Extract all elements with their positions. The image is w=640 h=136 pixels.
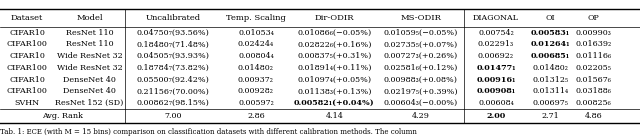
Text: 0.01116₆: 0.01116₆ <box>575 52 612 60</box>
Text: 0.01311₄: 0.01311₄ <box>532 87 568 95</box>
Text: 0.01059₅(−0.05%): 0.01059₅(−0.05%) <box>383 29 458 37</box>
Text: 0.18784₇(73.82%): 0.18784₇(73.82%) <box>136 64 209 72</box>
Text: 0.00990₃: 0.00990₃ <box>575 29 612 37</box>
Text: 0.00582₁(+0.04%): 0.00582₁(+0.04%) <box>294 99 374 107</box>
Text: 0.01477₁: 0.01477₁ <box>476 64 516 72</box>
Text: 4.86: 4.86 <box>585 112 602 120</box>
Text: 0.02197₅(+0.39%): 0.02197₅(+0.39%) <box>383 87 458 95</box>
Text: 0.00837₅(+0.31%): 0.00837₅(+0.31%) <box>297 52 372 60</box>
Text: Temp. Scaling: Temp. Scaling <box>226 14 286 22</box>
Text: Dataset: Dataset <box>11 14 44 22</box>
Text: 0.02291₃: 0.02291₃ <box>478 40 514 48</box>
Text: DIAGONAL: DIAGONAL <box>473 14 519 22</box>
Text: 0.00937₂: 0.00937₂ <box>238 76 274 84</box>
Text: CIFAR100: CIFAR100 <box>7 87 47 95</box>
Text: 0.00804₄: 0.00804₄ <box>238 52 274 60</box>
Text: 0.00727₃(+0.26%): 0.00727₃(+0.26%) <box>383 52 458 60</box>
Text: DenseNet 40: DenseNet 40 <box>63 87 116 95</box>
Text: 4.29: 4.29 <box>412 112 429 120</box>
Text: 0.02822₆(+0.16%): 0.02822₆(+0.16%) <box>297 40 372 48</box>
Text: 0.04505₇(93.93%): 0.04505₇(93.93%) <box>136 52 209 60</box>
Text: 0.01097₄(+0.05%): 0.01097₄(+0.05%) <box>298 76 371 84</box>
Text: 0.01138₃(+0.13%): 0.01138₃(+0.13%) <box>297 87 372 95</box>
Text: OP: OP <box>588 14 600 22</box>
Text: 0.21156₇(70.00%): 0.21156₇(70.00%) <box>136 87 209 95</box>
Text: Wide ResNet 32: Wide ResNet 32 <box>57 64 122 72</box>
Text: 0.01639₂: 0.01639₂ <box>575 40 612 48</box>
Text: 0.00862₇(98.15%): 0.00862₇(98.15%) <box>136 99 209 107</box>
Text: 0.01891₄(+0.11%): 0.01891₄(+0.11%) <box>297 64 372 72</box>
Text: 0.00685₁: 0.00685₁ <box>531 52 570 60</box>
Text: 0.00697₅: 0.00697₅ <box>532 99 568 107</box>
Text: 0.00988₃(+0.08%): 0.00988₃(+0.08%) <box>384 76 458 84</box>
Text: ResNet 152 (SD): ResNet 152 (SD) <box>56 99 124 107</box>
Text: 0.01312₅: 0.01312₅ <box>532 76 568 84</box>
Text: 0.01086₆(−0.05%): 0.01086₆(−0.05%) <box>297 29 372 37</box>
Text: 0.00583₁: 0.00583₁ <box>531 29 570 37</box>
Text: 0.00928₂: 0.00928₂ <box>238 87 274 95</box>
Text: 0.02205₅: 0.02205₅ <box>575 64 612 72</box>
Text: 0.01480₂: 0.01480₂ <box>532 64 568 72</box>
Text: CIFAR100: CIFAR100 <box>7 40 47 48</box>
Text: SVHN: SVHN <box>15 99 40 107</box>
Text: Dir-ODIR: Dir-ODIR <box>315 14 354 22</box>
Text: 4.14: 4.14 <box>326 112 343 120</box>
Text: 0.00754₂: 0.00754₂ <box>478 29 514 37</box>
Text: 0.02581₆(+0.12%): 0.02581₆(+0.12%) <box>383 64 458 72</box>
Text: 2.00: 2.00 <box>486 112 506 120</box>
Text: 0.00908₁: 0.00908₁ <box>476 87 516 95</box>
Text: 0.00604₃(−0.00%): 0.00604₃(−0.00%) <box>383 99 458 107</box>
Text: 0.03188₆: 0.03188₆ <box>575 87 612 95</box>
Text: 2.71: 2.71 <box>541 112 559 120</box>
Text: CIFAR10: CIFAR10 <box>9 76 45 84</box>
Text: 0.00825₆: 0.00825₆ <box>576 99 611 107</box>
Text: 0.01264₁: 0.01264₁ <box>531 40 570 48</box>
Text: 7.00: 7.00 <box>164 112 182 120</box>
Text: 0.00916₁: 0.00916₁ <box>476 76 516 84</box>
Text: 0.05500₇(92.42%): 0.05500₇(92.42%) <box>136 76 209 84</box>
Text: MS-ODIR: MS-ODIR <box>401 14 441 22</box>
Text: 0.02424₄: 0.02424₄ <box>238 40 274 48</box>
Text: 0.00692₂: 0.00692₂ <box>478 52 514 60</box>
Text: 2.86: 2.86 <box>247 112 265 120</box>
Text: Model: Model <box>76 14 103 22</box>
Text: Avg. Rank: Avg. Rank <box>42 112 83 120</box>
Text: Uncalibrated: Uncalibrated <box>145 14 200 22</box>
Text: 0.01567₆: 0.01567₆ <box>575 76 612 84</box>
Text: 0.01053₄: 0.01053₄ <box>238 29 274 37</box>
Text: 0.00608₄: 0.00608₄ <box>478 99 514 107</box>
Text: OI: OI <box>545 14 556 22</box>
Text: 0.04750₇(93.56%): 0.04750₇(93.56%) <box>136 29 209 37</box>
Text: CIFAR10: CIFAR10 <box>9 52 45 60</box>
Text: DenseNet 40: DenseNet 40 <box>63 76 116 84</box>
Text: 0.18480₇(71.48%): 0.18480₇(71.48%) <box>136 40 209 48</box>
Text: ResNet 110: ResNet 110 <box>66 40 113 48</box>
Text: 0.02735₅(+0.07%): 0.02735₅(+0.07%) <box>383 40 458 48</box>
Text: 0.00597₂: 0.00597₂ <box>238 99 274 107</box>
Text: CIFAR10: CIFAR10 <box>9 29 45 37</box>
Text: Wide ResNet 32: Wide ResNet 32 <box>57 52 122 60</box>
Text: ResNet 110: ResNet 110 <box>66 29 113 37</box>
Text: Tab. 1: ECE (with M = 15 bins) comparison on classification datasets with differ: Tab. 1: ECE (with M = 15 bins) compariso… <box>0 128 417 136</box>
Text: CIFAR100: CIFAR100 <box>7 64 47 72</box>
Text: 0.01480₂: 0.01480₂ <box>238 64 274 72</box>
